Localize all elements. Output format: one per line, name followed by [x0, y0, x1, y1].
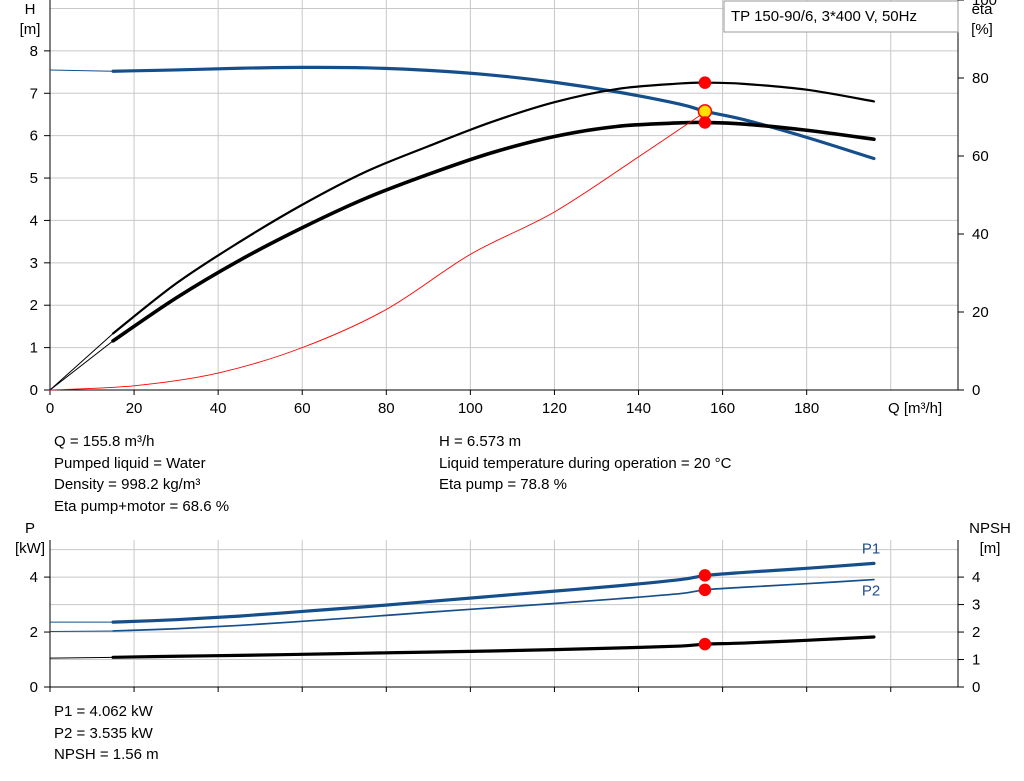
power-right-tick-label: 4: [972, 569, 980, 586]
hq-right-tick-label: 100: [972, 0, 997, 9]
hq-series-3-line: [49, 111, 707, 391]
power-series-2-line: [111, 635, 876, 659]
hq-right-axis-title: eta: [972, 1, 994, 18]
power-series-p1-line: [111, 561, 876, 624]
hq-left-tick-label: 2: [30, 297, 38, 314]
power-right-tick-label: 2: [972, 624, 980, 641]
power-right-tick-label: 1: [972, 652, 980, 669]
hq-operating-point: [697, 104, 713, 119]
title-box: [723, 0, 959, 33]
hq-left-axis-title: [m]: [20, 21, 41, 38]
flow-readout: Q = 155.8 m³/h: [54, 433, 155, 450]
head-readout: H = 6.573 m: [439, 433, 522, 450]
hq-right-axis-title: [%]: [971, 21, 993, 38]
hq-x-tick-label: 60: [294, 400, 311, 417]
hq-series-0-lead-in: [49, 69, 114, 72]
power-series-2-lead-in: [49, 656, 114, 659]
power-series-1-lead-in: [49, 630, 114, 632]
power-left-tick-label: 2: [30, 624, 38, 641]
power-right-tick-label: 3: [972, 597, 980, 614]
power-right-tick-label: 0: [972, 679, 980, 696]
p1-readout: P1 = 4.062 kW: [54, 703, 153, 720]
hq-x-axis-label: Q [m³/h]: [888, 400, 942, 417]
power-series-p1-label: P1: [862, 540, 880, 557]
hq-series-2-line: [111, 120, 876, 343]
hq-right-tick-label: 0: [972, 382, 980, 399]
hq-x-tick-label: 80: [378, 400, 395, 417]
power-right-axis-title: [m]: [980, 540, 1001, 557]
hq-series-1-lead-in: [49, 333, 114, 391]
hq-left-tick-label: 3: [30, 255, 38, 272]
hq-right-tick-label: 40: [972, 226, 989, 243]
hq-left-tick-label: 5: [30, 170, 38, 187]
power-operating-point: [698, 569, 712, 582]
power-series-p2-line: [112, 578, 875, 632]
power-left-axis-title: P: [25, 520, 35, 537]
hq-left-axis-title: H: [25, 1, 36, 18]
hq-x-tick-label: 20: [126, 400, 143, 417]
hq-right-tick-label: 80: [972, 70, 989, 87]
power-left-tick-label: 0: [30, 679, 38, 696]
npsh-readout: NPSH = 1.56 m: [54, 746, 159, 763]
hq-right-tick-label: 60: [972, 148, 989, 165]
hq-series-2-lead-in: [49, 340, 114, 391]
hq-left-tick-label: 4: [30, 212, 38, 229]
hq-left-tick-label: 7: [30, 85, 38, 102]
power-left-tick-label: 4: [30, 569, 38, 586]
power-left-axis-title: [kW]: [15, 540, 45, 557]
hq-x-tick-label: 120: [542, 400, 567, 417]
p2-readout: P2 = 3.535 kW: [54, 724, 153, 742]
liquid-temperature-readout: Liquid temperature during operation = 20…: [439, 454, 732, 472]
chart-title: TP 150-90/6, 3*400 V, 50Hz: [731, 8, 917, 25]
power-operating-point: [698, 637, 712, 651]
info-top-right: H = 6.573 m Liquid temperature during op…: [439, 431, 731, 496]
pumped-liquid-readout: Pumped liquid = Water: [54, 454, 206, 472]
eta-pump-readout: Eta pump = 78.8 %: [439, 476, 567, 493]
hq-x-tick-label: 0: [46, 400, 54, 417]
hq-x-tick-label: 40: [210, 400, 227, 417]
density-readout: Density = 998.2 kg/m³: [54, 476, 201, 493]
hq-x-tick-label: 140: [626, 400, 651, 417]
hq-left-tick-label: 0: [30, 382, 38, 399]
hq-x-tick-label: 100: [458, 400, 483, 417]
hq-left-tick-label: 8: [30, 43, 38, 60]
hq-left-tick-label: 1: [30, 340, 38, 357]
hq-right-tick-label: 20: [972, 304, 989, 321]
power-series-p2-label: P2: [862, 583, 880, 600]
hq-series-1-line: [111, 81, 876, 335]
hq-x-tick-label: 180: [794, 400, 819, 417]
hq-series-0-line: [111, 65, 876, 161]
info-bottom: P1 = 4.062 kW P2 = 3.535 kW NPSH = 1.56 …: [54, 701, 159, 766]
hq-x-tick-label: 160: [710, 400, 735, 417]
hq-left-tick-label: 6: [30, 128, 38, 145]
eta-pump-motor-readout: Eta pump+motor = 68.6 %: [54, 497, 230, 515]
hq-operating-point: [698, 116, 712, 129]
power-right-axis-title: NPSH: [969, 520, 1011, 537]
power-operating-point: [698, 583, 712, 597]
info-top-left: Q = 155.8 m³/h Pumped liquid = Water Den…: [54, 431, 229, 517]
hq-operating-point: [698, 76, 712, 89]
